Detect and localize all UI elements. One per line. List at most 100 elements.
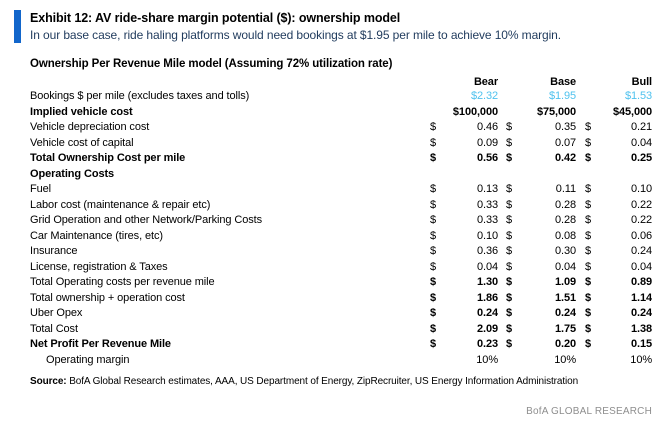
table-row-car-maintenance: Car Maintenance (tires, etc) $ 0.10 $ 0.…: [30, 229, 652, 245]
cell-value: 0.28: [554, 214, 576, 226]
column-header-base: Base: [550, 76, 576, 88]
cell-value: 0.10: [476, 229, 498, 242]
cell-value: 0.07: [554, 136, 576, 149]
cell-value: 0.13: [476, 183, 498, 195]
table-row-uber-opex: Uber Opex $ 0.24 $ 0.24 $ 0.24: [30, 306, 652, 322]
cell-dollar: [498, 353, 518, 369]
table-row-operating-margin: Operating margin 10% 10% 10%: [30, 353, 652, 369]
cell-dollar: $: [585, 136, 592, 149]
cell-value: 0.20: [554, 338, 576, 350]
cell-dollar: [576, 353, 596, 369]
cell-value: 10%: [630, 353, 653, 366]
cell-value: 0.04: [631, 136, 653, 149]
cell-dollar: $: [585, 152, 592, 164]
row-label: Fuel: [30, 183, 51, 195]
cell-value: 1.14: [631, 291, 653, 304]
cell-value: [518, 167, 576, 183]
column-header-empty: [30, 73, 430, 89]
table-row-bookings: Bookings $ per mile (excludes taxes and …: [30, 89, 652, 105]
cell-dollar: $: [506, 322, 513, 335]
row-label: Grid Operation and other Network/Parking…: [30, 214, 263, 226]
accent-bar: [14, 10, 21, 43]
cell-value: $2.32: [470, 90, 498, 102]
column-header-row: Bear Base Bull: [30, 73, 652, 89]
cell-value: 1.09: [554, 276, 576, 288]
cell-value: $1.95: [548, 90, 576, 102]
cell-value: 1.51: [554, 291, 576, 304]
cell-value: 2.09: [476, 322, 498, 335]
cell-value: $45,000: [612, 105, 653, 118]
exhibit-subtitle: In our base case, ride haling platforms …: [30, 28, 561, 42]
row-label: Total Ownership Cost per mile: [30, 152, 186, 164]
cell-dollar: $: [506, 214, 513, 226]
cell-dollar: $: [430, 198, 437, 211]
brand-text: BofA GLOBAL RESEARCH: [526, 406, 652, 417]
cell-value: 0.22: [631, 198, 653, 211]
cell-value: 0.56: [476, 152, 498, 164]
cell-dollar: $: [506, 136, 513, 149]
row-label: Operating margin: [46, 353, 130, 366]
cell-dollar: $: [506, 260, 513, 273]
cell-dollar: $: [430, 152, 437, 164]
cell-value: 1.38: [631, 322, 653, 335]
cell-dollar: [498, 105, 518, 121]
cell-value: 0.11: [555, 183, 576, 195]
cell-value: 0.25: [631, 152, 653, 164]
table-row-net-profit: Net Profit Per Revenue Mile $ 0.23 $ 0.2…: [30, 337, 652, 353]
table-row-grid-operation: Grid Operation and other Network/Parking…: [30, 213, 652, 229]
cell-dollar: [576, 167, 596, 183]
row-label: Insurance: [30, 245, 78, 257]
cell-dollar: $: [585, 121, 592, 133]
cell-dollar: $: [506, 183, 513, 195]
cell-dollar: $: [506, 229, 513, 242]
cell-value: 0.04: [631, 260, 653, 273]
table-title: Ownership Per Revenue Mile model (Assumi…: [30, 58, 393, 70]
cell-dollar: $: [430, 322, 437, 335]
row-label: Total Operating costs per revenue mile: [30, 276, 215, 288]
cell-dollar: $: [585, 307, 592, 319]
row-label: Bookings $ per mile (excludes taxes and …: [30, 90, 250, 102]
row-label: Net Profit Per Revenue Mile: [30, 338, 171, 350]
table-row-license: License, registration & Taxes $ 0.04 $ 0…: [30, 260, 652, 276]
exhibit-header: Exhibit 12: AV ride-share margin potenti…: [14, 10, 660, 43]
cell-value: 10%: [476, 353, 498, 366]
row-label: Vehicle cost of capital: [30, 136, 134, 149]
row-label: Total ownership + operation cost: [30, 291, 185, 304]
cell-value: [596, 167, 652, 183]
cell-dollar: $: [430, 121, 437, 133]
table-row-insurance: Insurance $ 0.36 $ 0.30 $ 0.24: [30, 244, 652, 260]
cell-dollar: $: [585, 291, 592, 304]
table-row-operating-costs-section: Operating Costs: [30, 167, 652, 183]
cell-value: 0.23: [476, 338, 498, 350]
cell-dollar: $: [585, 245, 592, 257]
cell-value: 0.21: [631, 121, 653, 133]
cell-value: 0.24: [631, 245, 653, 257]
cell-dollar: $: [585, 214, 592, 226]
cell-dollar: $: [585, 229, 592, 242]
cell-dollar: $: [430, 307, 437, 319]
cell-dollar: [576, 89, 596, 105]
exhibit-title: Exhibit 12: AV ride-share margin potenti…: [30, 11, 401, 25]
cell-dollar: $: [506, 198, 513, 211]
cell-dollar: [498, 167, 518, 183]
cell-value: 0.24: [554, 307, 576, 319]
cell-value: $1.53: [624, 90, 653, 102]
cell-dollar: $: [506, 245, 513, 257]
cell-dollar: [430, 105, 446, 121]
row-label: Car Maintenance (tires, etc): [30, 229, 163, 242]
cell-value: 0.09: [476, 136, 498, 149]
cell-value: 0.89: [631, 276, 653, 288]
cell-value: 0.35: [554, 121, 576, 133]
cell-value: 1.30: [476, 276, 498, 288]
cell-value: 10%: [554, 353, 576, 366]
cell-value: 0.04: [476, 260, 498, 273]
cell-value: 0.24: [631, 307, 653, 319]
cell-dollar: [498, 89, 518, 105]
column-header-bull: Bull: [631, 76, 653, 88]
cell-dollar: $: [430, 214, 437, 226]
source-label: Source:: [30, 376, 67, 387]
cell-value: 0.30: [554, 245, 576, 257]
cell-value: 0.36: [476, 245, 498, 257]
row-label: Total Cost: [30, 322, 78, 335]
